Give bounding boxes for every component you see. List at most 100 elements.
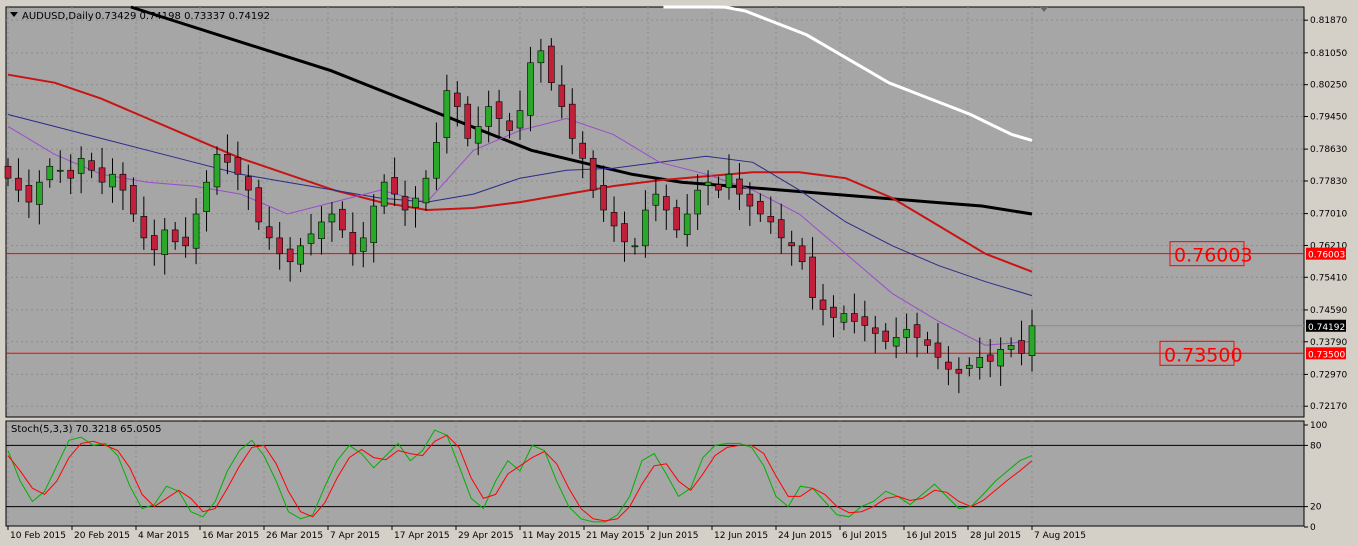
- bull-candle: [892, 337, 900, 347]
- bear-candle: [286, 248, 294, 263]
- bear-candle: [98, 167, 106, 183]
- bull-candle: [370, 205, 378, 243]
- date-tick-label: 11 May 2015: [522, 531, 581, 541]
- axis-level-text: 0.76003: [1308, 251, 1345, 261]
- date-tick-label: 10 Feb 2015: [10, 531, 66, 541]
- date-tick-label: 21 May 2015: [586, 531, 645, 541]
- bull-candle: [307, 233, 315, 244]
- bull-candle: [516, 110, 524, 129]
- bear-candle: [454, 92, 461, 107]
- bear-candle: [401, 196, 409, 211]
- price-tick-label: 0.81870: [1310, 16, 1347, 26]
- date-tick-label: 17 Apr 2015: [394, 531, 450, 541]
- bear-candle: [767, 216, 775, 223]
- bear-candle: [736, 178, 743, 195]
- stoch-signal-line: [7, 434, 1033, 522]
- bear-candle: [182, 236, 189, 247]
- bear-candle: [924, 339, 931, 346]
- price-axis: 0.81870 0.81050 0.80250 0.79450 0.78630 0.778…: [1304, 16, 1347, 533]
- bear-candle: [871, 327, 879, 334]
- price-level-box: [1169, 241, 1245, 267]
- bear-candle: [610, 212, 618, 227]
- bear-candle: [851, 313, 858, 322]
- chart-menu-icon[interactable]: [10, 12, 18, 17]
- bear-candle: [819, 299, 827, 310]
- bull-candle: [297, 245, 304, 265]
- bull-candle: [56, 169, 64, 172]
- last-price-label: 0.74192: [1308, 323, 1345, 333]
- bull-candle: [966, 364, 973, 369]
- bear-candle: [579, 142, 586, 159]
- bull-candle: [433, 142, 440, 179]
- bear-candle: [589, 157, 597, 191]
- bear-candle: [464, 103, 472, 139]
- bear-candle: [339, 208, 346, 231]
- price-tick-label: 0.75410: [1310, 273, 1347, 283]
- bull-candle: [537, 50, 545, 64]
- bull-candle: [704, 181, 712, 186]
- bull-candle: [1007, 345, 1015, 350]
- bear-candle: [119, 173, 127, 191]
- bear-candle: [913, 324, 921, 338]
- bear-candle: [4, 165, 12, 179]
- price-tick-label: 0.80250: [1310, 81, 1347, 91]
- date-tick-label: 28 Jul 2015: [970, 531, 1021, 541]
- bull-candle: [485, 106, 492, 127]
- bear-candle: [349, 232, 357, 255]
- bull-candle: [443, 90, 451, 138]
- date-tick-label: 2 Jun 2015: [650, 531, 698, 541]
- ma-50-navy-line: [7, 114, 1033, 297]
- bear-candle: [88, 160, 95, 171]
- date-tick-label: 16 Jul 2015: [906, 531, 957, 541]
- price-tick-label: 0.72970: [1310, 370, 1347, 380]
- bear-candle: [255, 187, 263, 223]
- bear-candle: [986, 354, 994, 362]
- bear-candle: [234, 157, 242, 175]
- price-tick-label: 0.78630: [1310, 145, 1347, 155]
- price-tick-label: 0.77010: [1310, 210, 1347, 220]
- bear-candle: [777, 219, 785, 239]
- bull-candle: [161, 229, 169, 255]
- price-tick-label: 0.79450: [1310, 112, 1347, 122]
- ma-200-black-line: [130, 5, 1033, 216]
- bear-candle: [830, 306, 837, 318]
- bull-candle: [527, 62, 534, 116]
- stoch-tick-label: 20: [1310, 503, 1322, 513]
- axis-level-marker: [1306, 347, 1346, 360]
- bear-candle: [171, 229, 179, 243]
- bear-candle: [955, 368, 963, 374]
- bear-candle: [945, 361, 952, 370]
- ma-100-red-line: [7, 73, 1033, 273]
- bull-candle: [976, 356, 984, 368]
- bull-candle: [213, 154, 221, 188]
- bear-candle: [25, 185, 33, 203]
- bull-candle: [652, 193, 660, 206]
- date-tick-label: 29 Apr 2015: [458, 531, 514, 541]
- bear-candle: [757, 200, 764, 215]
- price-tick-label: 0.76210: [1310, 241, 1347, 251]
- bear-candle: [798, 245, 806, 263]
- bull-candle: [840, 313, 848, 323]
- axis-level-marker: [1306, 247, 1346, 260]
- axis-level-text: 0.73500: [1308, 350, 1345, 360]
- main-plot-area: [5, 6, 1305, 418]
- scroll-marker-icon[interactable]: [1040, 7, 1048, 12]
- bull-candle: [903, 329, 910, 338]
- price-tick-label: 0.77830: [1310, 177, 1347, 187]
- candles: [4, 38, 1036, 394]
- bull-candle: [412, 197, 419, 208]
- bear-candle: [568, 103, 576, 139]
- bull-candle: [359, 237, 367, 252]
- bear-candle: [265, 226, 273, 239]
- price-level-label: 0.73500: [1164, 344, 1243, 366]
- bull-candle: [642, 209, 649, 247]
- date-tick-label: 26 Mar 2015: [266, 531, 323, 541]
- bear-candle: [558, 84, 566, 107]
- date-tick-label: 4 Mar 2015: [138, 531, 189, 541]
- level-labels: 0.76003 0.76003 0.73500 0.73500 0.74192: [1159, 241, 1346, 366]
- bull-candle: [192, 213, 200, 249]
- stoch-tick-label: 100: [1310, 421, 1327, 431]
- bear-candle: [391, 177, 398, 195]
- stoch-main-line: [7, 429, 1033, 523]
- bull-candle: [997, 349, 1004, 367]
